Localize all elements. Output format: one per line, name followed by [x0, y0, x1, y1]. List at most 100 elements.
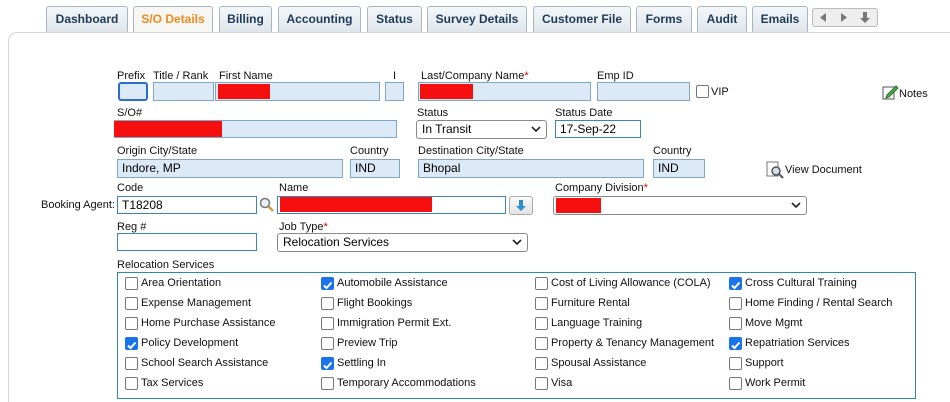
title-input[interactable] — [153, 82, 214, 101]
label-text: Last/Company Name — [421, 70, 525, 82]
tab[interactable]: Accounting — [278, 6, 361, 32]
label-text: Job Type — [279, 221, 324, 233]
tab[interactable]: Survey Details — [427, 6, 527, 32]
check — [323, 281, 333, 290]
destination-input[interactable]: Bhopal — [418, 159, 644, 178]
checkbox-label: Preview Trip — [337, 337, 398, 349]
checkbox[interactable] — [729, 277, 742, 290]
checkbox[interactable] — [125, 317, 138, 330]
down-arrow — [516, 200, 526, 211]
tab[interactable]: Billing — [219, 6, 272, 32]
label-text: Company Division — [555, 182, 644, 194]
scroll-arrows — [820, 12, 870, 23]
tab[interactable]: Customer File — [533, 6, 631, 32]
checkbox-label: Move Mgmt — [745, 317, 803, 329]
required-mark: * — [323, 221, 328, 233]
checkbox[interactable] — [321, 357, 334, 370]
notes-link[interactable]: Notes — [899, 88, 928, 100]
checkbox-label: Home Purchase Assistance — [141, 317, 276, 329]
tab[interactable]: Forms — [636, 6, 692, 32]
label: Name — [279, 182, 309, 194]
chevron — [791, 202, 801, 209]
view-document-icon[interactable] — [766, 161, 784, 179]
origin-country-input[interactable]: IND — [350, 159, 400, 178]
checkbox[interactable] — [321, 317, 334, 330]
checkbox-label: Immigration Permit Ext. — [337, 317, 452, 329]
label: Emp ID — [597, 70, 634, 82]
checkbox-label: Flight Bookings — [337, 297, 413, 309]
checkbox[interactable] — [321, 377, 334, 390]
redaction — [556, 198, 601, 213]
checkbox[interactable] — [729, 337, 742, 350]
origin-input[interactable]: Indore, MP — [117, 159, 343, 178]
lookup-button[interactable] — [509, 196, 533, 215]
chevron — [531, 126, 541, 133]
tab[interactable]: Dashboard — [46, 6, 128, 32]
checkbox-label: Settling In — [337, 357, 386, 369]
vip-label: VIP — [711, 86, 729, 98]
chevron — [512, 239, 522, 246]
label: Code — [117, 182, 144, 194]
reg-input[interactable] — [117, 233, 257, 251]
tab[interactable]: S/O Details — [133, 6, 213, 32]
checkbox[interactable] — [729, 317, 742, 330]
checkbox[interactable] — [125, 377, 138, 390]
destination-country-input[interactable]: IND — [653, 159, 705, 178]
emp-id-input[interactable] — [597, 82, 690, 101]
section-label: Relocation Services — [117, 259, 215, 271]
checkbox[interactable] — [535, 277, 548, 290]
checkbox-label: Spousal Assistance — [551, 357, 647, 369]
checkbox-label: Work Permit — [745, 377, 806, 389]
notes-icon[interactable] — [882, 84, 899, 100]
checkbox[interactable] — [535, 377, 548, 390]
checkbox[interactable] — [535, 297, 548, 310]
checkbox[interactable] — [729, 357, 742, 370]
checkbox[interactable] — [125, 297, 138, 310]
check — [323, 361, 333, 370]
label: Job Type* — [279, 221, 328, 233]
panel — [8, 32, 950, 402]
label: Title / Rank — [153, 70, 209, 82]
checkbox[interactable] — [125, 337, 138, 350]
checkbox-label: Expense Management — [141, 297, 252, 309]
checkbox[interactable] — [321, 297, 334, 310]
tab[interactable]: Audit — [697, 6, 747, 32]
checkbox[interactable] — [125, 277, 138, 290]
label: S/O# — [117, 107, 143, 119]
checkbox-label: Furniture Rental — [551, 297, 630, 309]
tab-scroll-buttons[interactable] — [812, 8, 878, 27]
redaction — [218, 84, 270, 99]
checkbox[interactable] — [321, 277, 334, 290]
check — [731, 341, 741, 350]
view-document-link[interactable]: View Document — [785, 164, 862, 176]
services-box — [117, 272, 916, 399]
checkbox-label: School Search Assistance — [141, 357, 269, 369]
tab[interactable]: Emails — [752, 6, 808, 32]
checkbox[interactable] — [729, 377, 742, 390]
initial-input[interactable] — [385, 82, 404, 101]
code-input[interactable]: T18208 — [117, 196, 257, 214]
select-value: In Transit — [422, 122, 472, 136]
status-select[interactable]: In Transit — [416, 120, 547, 139]
search-icon[interactable] — [259, 197, 275, 213]
prefix-input[interactable] — [118, 82, 148, 101]
checkbox-label: Language Training — [551, 317, 643, 329]
checkbox-label: Repatriation Services — [745, 337, 850, 349]
label: Country — [350, 145, 389, 157]
checkbox[interactable] — [321, 337, 334, 350]
checkbox[interactable] — [535, 337, 548, 350]
vip-checkbox[interactable] — [696, 85, 709, 98]
checkbox[interactable] — [535, 317, 548, 330]
checkbox-label: Cross Cultural Training — [745, 277, 857, 289]
tab[interactable]: Status — [367, 6, 422, 32]
job-type-select[interactable]: Relocation Services — [277, 233, 528, 252]
status-date-input[interactable]: 17-Sep-22 — [555, 120, 641, 138]
checkbox[interactable] — [729, 297, 742, 310]
redaction — [114, 121, 222, 137]
checkbox[interactable] — [535, 357, 548, 370]
select-value: Relocation Services — [283, 235, 390, 249]
required-mark: * — [524, 70, 529, 82]
company-division-select[interactable] — [553, 196, 807, 215]
checkbox[interactable] — [125, 357, 138, 370]
